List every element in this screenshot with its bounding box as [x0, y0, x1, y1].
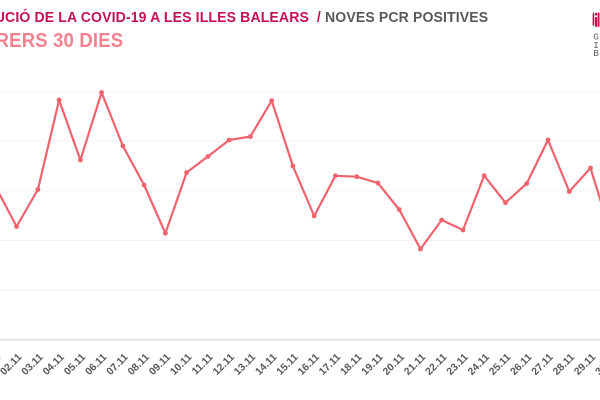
svg-text:B: B — [593, 48, 599, 59]
svg-text:03.11: 03.11 — [20, 352, 46, 378]
svg-text:10.11: 10.11 — [169, 352, 195, 378]
svg-text:22.11: 22.11 — [424, 352, 450, 378]
svg-text:02.11: 02.11 — [0, 352, 24, 378]
svg-text:I: I — [593, 40, 599, 51]
svg-text:30.11: 30.11 — [594, 352, 600, 378]
svg-text:09.11: 09.11 — [147, 352, 173, 378]
svg-text:26.11: 26.11 — [509, 352, 535, 378]
svg-text:29.11: 29.11 — [572, 352, 598, 378]
svg-text:24.11: 24.11 — [466, 352, 492, 378]
svg-text:15.11: 15.11 — [275, 352, 301, 378]
svg-text:16.11: 16.11 — [296, 352, 322, 378]
svg-text:G: G — [593, 32, 599, 43]
svg-text:07.11: 07.11 — [105, 352, 131, 378]
svg-text:27.11: 27.11 — [530, 352, 556, 378]
svg-text:12.11: 12.11 — [211, 352, 237, 378]
svg-text:18.11: 18.11 — [339, 352, 365, 378]
svg-text:21.11: 21.11 — [402, 352, 428, 378]
svg-text:19.11: 19.11 — [360, 352, 386, 378]
svg-text:20.11: 20.11 — [381, 352, 407, 378]
svg-text:17.11: 17.11 — [317, 352, 343, 378]
svg-text:14.11: 14.11 — [254, 352, 280, 378]
svg-text:05.11: 05.11 — [62, 352, 88, 378]
svg-text:06.11: 06.11 — [84, 352, 110, 378]
svg-text:25.11: 25.11 — [487, 352, 513, 378]
svg-text:11.11: 11.11 — [190, 352, 216, 378]
svg-text:08.11: 08.11 — [126, 352, 152, 378]
svg-text:28.11: 28.11 — [551, 352, 577, 378]
svg-text:23.11: 23.11 — [445, 352, 471, 378]
svg-text:04.11: 04.11 — [41, 352, 67, 378]
svg-text:13.11: 13.11 — [232, 352, 258, 378]
